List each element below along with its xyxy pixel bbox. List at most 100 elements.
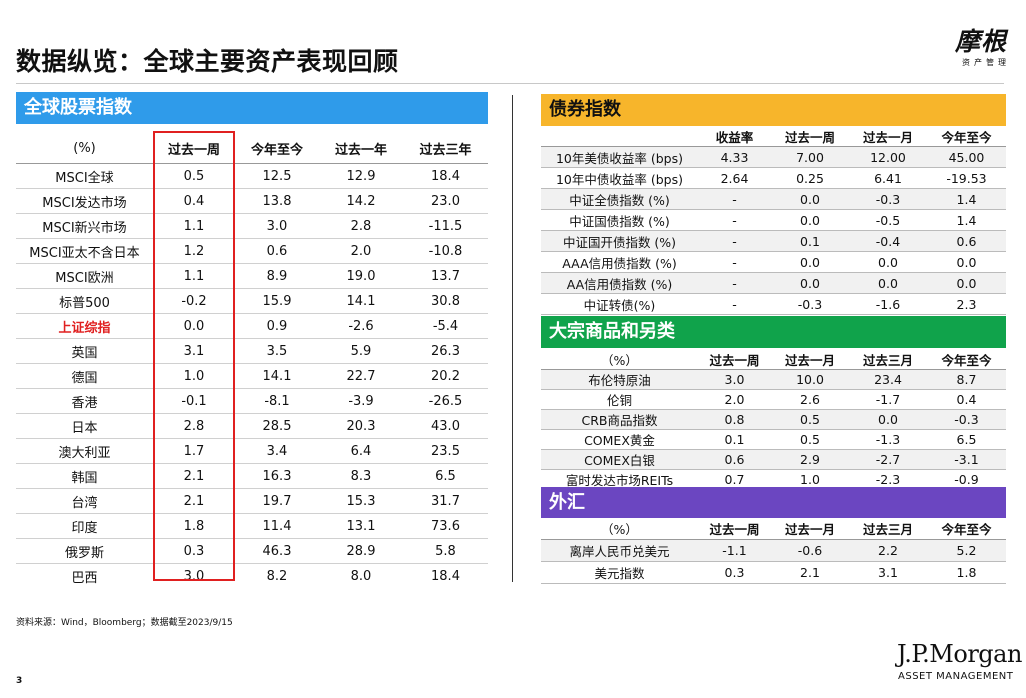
column-header: 过去一周 — [698, 518, 771, 540]
table-cell: 2.64 — [698, 167, 771, 189]
table-cell: 1.0 — [153, 363, 235, 389]
row-label: 韩国 — [16, 463, 153, 489]
table-row: MSCI发达市场 0.4 13.8 14.2 23.0 — [16, 188, 488, 214]
row-label: 美元指数 — [541, 561, 698, 584]
column-header: （%） — [541, 349, 698, 370]
table-row: 美元指数 0.3 2.1 3.1 1.8 — [541, 561, 1006, 584]
table-cell: 16.3 — [235, 463, 319, 489]
equity-table-header: (%) 过去一周 今年至今 过去一年 过去三年 — [16, 133, 488, 164]
page-title: 数据纵览：全球主要资产表现回顾 — [16, 47, 399, 76]
table-cell: 15.9 — [235, 288, 319, 314]
table-cell: 0.0 — [849, 272, 927, 294]
table-cell: 28.5 — [235, 413, 319, 439]
column-header: 过去一周 — [153, 133, 235, 164]
row-label: 富时发达市场REITs — [541, 469, 698, 490]
row-label: 中证转债(%) — [541, 293, 698, 315]
column-header: （%） — [541, 518, 698, 540]
bond-table: 收益率 过去一周 过去一月 今年至今 10年美债收益率 (bps) 4.33 7.00 12… — [541, 127, 1006, 315]
table-cell: -1.7 — [849, 389, 927, 410]
table-row: MSCI亚太不含日本 1.2 0.6 2.0 -10.8 — [16, 238, 488, 264]
row-label: 中证国开债指数 (%) — [541, 230, 698, 252]
row-label: MSCI新兴市场 — [16, 213, 153, 239]
row-label: 10年中债收益率 (bps) — [541, 167, 698, 189]
column-header: 过去一年 — [319, 133, 403, 164]
table-row: 上证综指 0.0 0.9 -2.6 -5.4 — [16, 313, 488, 339]
row-label: 中证国债指数 (%) — [541, 209, 698, 231]
commodity-table-header: （%） 过去一周 过去一月 过去三月 今年至今 — [541, 349, 1006, 370]
table-cell: 23.0 — [403, 188, 488, 214]
table-cell: 23.4 — [849, 369, 927, 390]
table-cell: 1.8 — [927, 561, 1006, 584]
table-cell: 2.6 — [771, 389, 849, 410]
row-label: 10年美债收益率 (bps) — [541, 146, 698, 168]
table-cell: 5.9 — [319, 338, 403, 364]
table-cell: 18.4 — [403, 163, 488, 189]
table-cell: 3.1 — [849, 561, 927, 584]
table-cell: 0.4 — [153, 188, 235, 214]
row-label: 离岸人民币兑美元 — [541, 539, 698, 562]
table-cell: 0.1 — [771, 230, 849, 252]
table-cell: -11.5 — [403, 213, 488, 239]
table-row: CRB商品指数 0.8 0.5 0.0 -0.3 — [541, 409, 1006, 430]
table-cell: 8.7 — [927, 369, 1006, 390]
table-cell: 12.5 — [235, 163, 319, 189]
column-header: 过去一月 — [771, 349, 849, 370]
table-cell: 0.4 — [927, 389, 1006, 410]
table-cell: 0.0 — [771, 272, 849, 294]
row-label: MSCI欧洲 — [16, 263, 153, 289]
table-row: 日本 2.8 28.5 20.3 43.0 — [16, 413, 488, 439]
column-header: 过去三年 — [403, 133, 488, 164]
table-row: 伦铜 2.0 2.6 -1.7 0.4 — [541, 389, 1006, 410]
table-cell: 3.5 — [235, 338, 319, 364]
table-row: 韩国 2.1 16.3 8.3 6.5 — [16, 463, 488, 489]
table-cell: 14.1 — [319, 288, 403, 314]
jpmorgan-logo: J.P.Morgan — [897, 640, 1022, 668]
table-cell: 0.5 — [153, 163, 235, 189]
table-cell: 8.9 — [235, 263, 319, 289]
table-row: 离岸人民币兑美元 -1.1 -0.6 2.2 5.2 — [541, 539, 1006, 562]
table-cell: 6.5 — [403, 463, 488, 489]
table-row: AA信用债指数 (%) -0.0 0.0 0.0 — [541, 272, 1006, 294]
table-cell: 28.9 — [319, 538, 403, 564]
table-cell: 0.8 — [698, 409, 771, 430]
table-cell: 0.0 — [153, 313, 235, 339]
table-cell: - — [698, 272, 771, 294]
table-cell: 1.0 — [771, 469, 849, 490]
table-cell: 14.2 — [319, 188, 403, 214]
row-label: 澳大利亚 — [16, 438, 153, 464]
jpmorgan-logo-sub: ASSET MANAGEMENT — [898, 671, 1014, 682]
table-cell: 0.0 — [771, 251, 849, 273]
row-label: 布伦特原油 — [541, 369, 698, 390]
table-cell: 2.8 — [153, 413, 235, 439]
table-cell: 0.6 — [235, 238, 319, 264]
row-label: 英国 — [16, 338, 153, 364]
table-cell: -1.3 — [849, 429, 927, 450]
table-row: AAA信用债指数 (%) -0.0 0.0 0.0 — [541, 251, 1006, 273]
page-number: 3 — [16, 676, 23, 686]
table-cell: -0.5 — [849, 209, 927, 231]
row-label: 香港 — [16, 388, 153, 414]
table-cell: 8.0 — [350, 568, 372, 584]
row-label: 中证全债指数 (%) — [541, 188, 698, 210]
table-cell: 7.00 — [771, 146, 849, 168]
table-cell: 3.0 — [698, 369, 771, 390]
table-cell: 0.5 — [771, 429, 849, 450]
table-cell: -8.1 — [235, 388, 319, 414]
table-cell: -1.6 — [849, 293, 927, 315]
table-cell: 0.9 — [235, 313, 319, 339]
fx-section-header: 外汇 — [541, 487, 1006, 518]
table-cell: 20.3 — [319, 413, 403, 439]
table-cell: 0.0 — [771, 209, 849, 231]
table-cell: 0.0 — [849, 409, 927, 430]
table-cell: 45.00 — [927, 146, 1006, 168]
row-label: 上证综指 — [16, 313, 153, 339]
column-header: 今年至今 — [927, 349, 1006, 370]
fx-table-header: （%） 过去一周 过去一月 过去三月 今年至今 — [541, 518, 1006, 540]
table-cell: 0.0 — [927, 272, 1006, 294]
table-row: 印度 1.8 11.4 13.1 73.6 — [16, 513, 488, 539]
table-cell: 2.0 — [698, 389, 771, 410]
row-label: 俄罗斯 — [16, 538, 153, 564]
brand-logo-sub: 资产管理 — [962, 58, 1010, 67]
title-divider — [16, 83, 1004, 84]
table-cell: 0.1 — [698, 429, 771, 450]
